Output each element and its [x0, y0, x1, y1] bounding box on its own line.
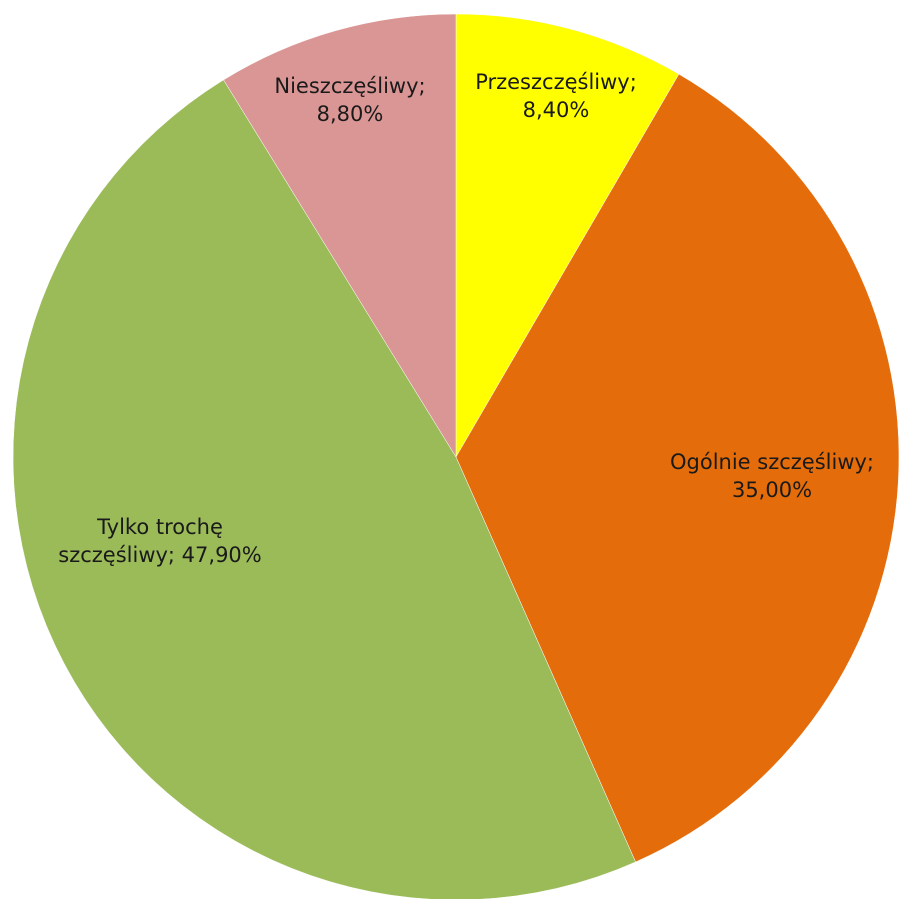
pie-slice-4 [223, 13, 457, 458]
pie-data-label-3-line-1: Tylko trochę [96, 515, 223, 539]
pie-data-label-2-line-2: 35,00% [732, 478, 812, 502]
pie-data-label-4-line-1: Nieszczęśliwy; [274, 74, 425, 98]
pie-slice-2 [455, 73, 899, 863]
pie-data-label-2-line-1: Ogólnie szczęśliwy; [670, 450, 874, 474]
pie-data-label-1-line-2: 8,40% [523, 98, 590, 122]
pie-data-label-1-line-1: Przeszczęśliwy; [475, 70, 637, 94]
pie-data-label-4: Nieszczęśliwy; 8,80% [274, 74, 425, 126]
pie-data-labels: Przeszczęśliwy; 8,40% Ogólnie szczęśliwy; 3… [58, 70, 874, 567]
pie-slice-3 [12, 79, 636, 899]
pie-data-label-2: Ogólnie szczęśliwy; 35,00% [670, 450, 874, 502]
pie-data-label-4-line-2: 8,80% [317, 102, 384, 126]
pie-data-label-1: Przeszczęśliwy; 8,40% [475, 70, 637, 122]
pie-data-label-3-line-2: szczęśliwy; 47,90% [58, 543, 262, 567]
pie-slices [12, 13, 899, 899]
pie-slice-1 [455, 13, 680, 458]
pie-data-label-3: Tylko trochę szczęśliwy; 47,90% [58, 515, 262, 567]
